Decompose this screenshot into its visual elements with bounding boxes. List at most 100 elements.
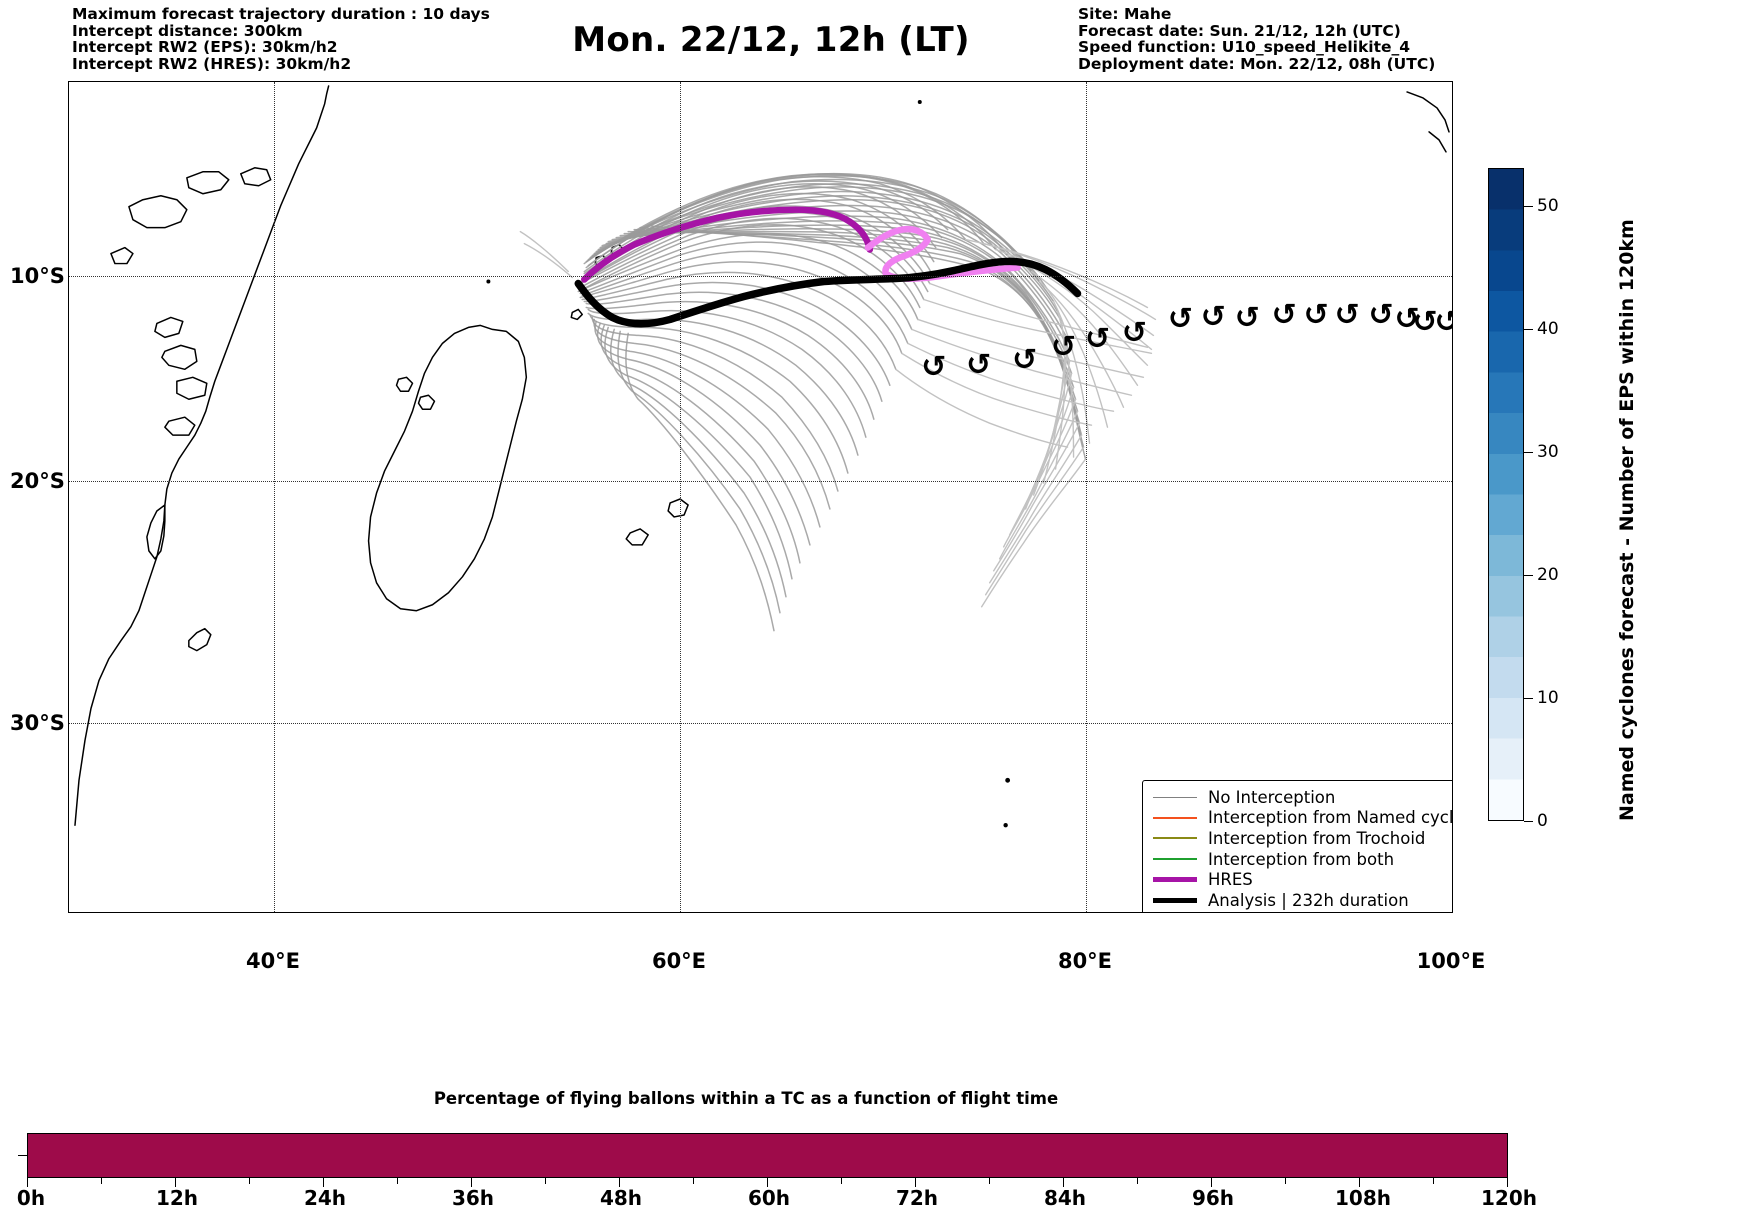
colorbar-tick: [1524, 452, 1533, 453]
bar-tick-label-108h: 108h: [1335, 1186, 1391, 1210]
bar-tick-12: [175, 1178, 176, 1187]
bar-tick-label-0h: 0h: [16, 1186, 46, 1210]
colorbar-tick-label-10: 10: [1537, 688, 1559, 708]
cyclone-icon: ↺: [1168, 912, 1182, 913]
colorbar: 0 10 20 30 40 50: [1488, 168, 1559, 831]
svg-text:↺: ↺: [1395, 301, 1420, 336]
analysis-track: [574, 257, 1082, 328]
bar-tick-label-96h: 96h: [1191, 1186, 1235, 1210]
legend-item-analysis[interactable]: Analysis | 232h duration: [1153, 890, 1452, 911]
x-tick-label-80E: 80°E: [1057, 949, 1113, 973]
legend-item-interception-trochoid[interactable]: Interception from Trochoid: [1153, 828, 1452, 849]
bar-minor-tick: [397, 1178, 398, 1184]
bar-tick-60: [767, 1178, 768, 1187]
legend-label: Analysis | 232h duration: [1208, 890, 1409, 910]
colorbar-axis-label: Named cyclones forecast - Number of EPS …: [1616, 219, 1638, 821]
bar-tick-label-24h: 24h: [303, 1186, 347, 1210]
bar-tick-label-84h: 84h: [1043, 1186, 1087, 1210]
bar-tick-36: [471, 1178, 472, 1187]
bar-tick-48: [619, 1178, 620, 1187]
tc-observation-markers: ↺ ↺ ↺ ↺ ↺ ↺ ↺ ↺ ↺ ↺ ↺ ↺ ↺ ↺ ↺ ↺: [921, 297, 1452, 384]
legend-label: TC obs. for analysis duration: [1208, 911, 1443, 912]
gridline-lon-60: [680, 82, 681, 912]
colorbar-tick: [1524, 698, 1533, 699]
island-dots: [486, 99, 1011, 828]
flight-time-bar-axes: [27, 1133, 1508, 1178]
header-left-info: Maximum forecast trajectory duration : 1…: [72, 6, 490, 72]
bar-tick-label-120h: 120h: [1481, 1186, 1537, 1210]
bar-tick-84: [1063, 1178, 1064, 1187]
legend-item-tc-observation[interactable]: ↺ TC obs. for analysis duration: [1153, 911, 1452, 913]
flight-time-bar-fill: [28, 1134, 1507, 1177]
svg-text:↺: ↺: [1235, 300, 1260, 335]
map-canvas: ↺ ↺ ↺ ↺ ↺ ↺ ↺ ↺ ↺ ↺ ↺ ↺ ↺ ↺ ↺ ↺: [74, 85, 1452, 828]
header-deployment-date: Deployment date: Mon. 22/12, 08h (UTC): [1078, 54, 1436, 73]
svg-text:↺: ↺: [1122, 315, 1147, 350]
svg-text:↺: ↺: [1304, 297, 1329, 332]
x-tick-label-60E: 60°E: [651, 949, 707, 973]
colorbar-tick: [1524, 575, 1533, 576]
bar-minor-tick: [1137, 1178, 1138, 1184]
y-tick-label-30S: 30°S: [10, 711, 65, 735]
gridline-lon-40: [274, 82, 275, 912]
svg-text:↺: ↺: [1012, 342, 1037, 377]
colorbar-axis-label-wrap: Named cyclones forecast - Number of EPS …: [1592, 168, 1638, 821]
legend-label: Interception from both: [1208, 849, 1395, 869]
bar-minor-tick: [545, 1178, 546, 1184]
map-plot-area: ↺ ↺ ↺ ↺ ↺ ↺ ↺ ↺ ↺ ↺ ↺ ↺ ↺ ↺ ↺ ↺: [68, 81, 1453, 913]
bar-tick-96: [1211, 1178, 1212, 1187]
legend-label: Interception from Trochoid: [1208, 828, 1426, 848]
colorbar-tick-label-20: 20: [1537, 565, 1559, 585]
header-left-line-3: Intercept RW2 (EPS): 30km/h2: [72, 38, 338, 57]
bar-y-tick: [18, 1155, 27, 1156]
page-title: Mon. 22/12, 12h (LT): [572, 20, 970, 60]
bar-tick-label-72h: 72h: [895, 1186, 939, 1210]
bar-minor-tick: [1285, 1178, 1286, 1184]
legend-item-hres[interactable]: HRES: [1153, 869, 1452, 890]
colorbar-tick: [1524, 206, 1533, 207]
x-tick-label-100E: 100°E: [1416, 949, 1486, 973]
colorbar-gradient: [1488, 168, 1524, 821]
bar-tick-label-12h: 12h: [155, 1186, 199, 1210]
svg-text:↺: ↺: [1051, 329, 1076, 364]
bar-minor-tick: [693, 1178, 694, 1184]
gridline-lon-80: [1086, 82, 1087, 912]
svg-text:↺: ↺: [1201, 299, 1226, 334]
colorbar-tick: [1524, 329, 1533, 330]
bar-tick-120: [1507, 1178, 1508, 1187]
bar-minor-tick: [1433, 1178, 1434, 1184]
svg-text:↺: ↺: [1335, 297, 1360, 332]
legend-label: HRES: [1208, 870, 1253, 890]
legend-item-no-interception[interactable]: No Interception: [1153, 787, 1452, 808]
legend-item-interception-both[interactable]: Interception from both: [1153, 849, 1452, 870]
svg-text:↺: ↺: [921, 349, 946, 384]
legend-item-interception-named-cyclone[interactable]: Interception from Named cyclone: [1153, 808, 1453, 829]
bar-tick-108: [1359, 1178, 1360, 1187]
bar-tick-24: [323, 1178, 324, 1187]
svg-text:↺: ↺: [1412, 304, 1437, 339]
svg-text:↺: ↺: [1272, 297, 1297, 332]
header-right-info: Site: Mahe Forecast date: Sun. 21/12, 12…: [1078, 6, 1435, 72]
y-tick-label-10S: 10°S: [10, 264, 65, 288]
bar-tick-label-36h: 36h: [451, 1186, 495, 1210]
header-left-line-4: Intercept RW2 (HRES): 30km/h2: [72, 54, 352, 73]
bar-tick-label-48h: 48h: [599, 1186, 643, 1210]
legend-label: No Interception: [1208, 787, 1336, 807]
bar-minor-tick: [841, 1178, 842, 1184]
svg-text:↺: ↺: [966, 347, 991, 382]
svg-text:↺: ↺: [1434, 304, 1452, 339]
bar-minor-tick: [101, 1178, 102, 1184]
colorbar-tick: [1524, 821, 1533, 822]
legend-label: Interception from Named cyclone: [1208, 808, 1453, 828]
header-site: Site: Mahe: [1078, 5, 1172, 23]
bar-minor-tick: [249, 1178, 250, 1184]
svg-text:↺: ↺: [1168, 301, 1193, 336]
colorbar-tick-label-40: 40: [1537, 319, 1559, 339]
colorbar-tick-label-30: 30: [1537, 442, 1559, 462]
gridline-lat-30: [69, 723, 1452, 724]
bottom-bar-caption: Percentage of flying ballons within a TC…: [433, 1089, 1059, 1108]
eps-ensemble-trajectories: [577, 172, 1087, 632]
colorbar-tick-label-50: 50: [1537, 196, 1559, 216]
svg-text:↺: ↺: [1369, 297, 1394, 332]
bar-tick-label-60h: 60h: [747, 1186, 791, 1210]
